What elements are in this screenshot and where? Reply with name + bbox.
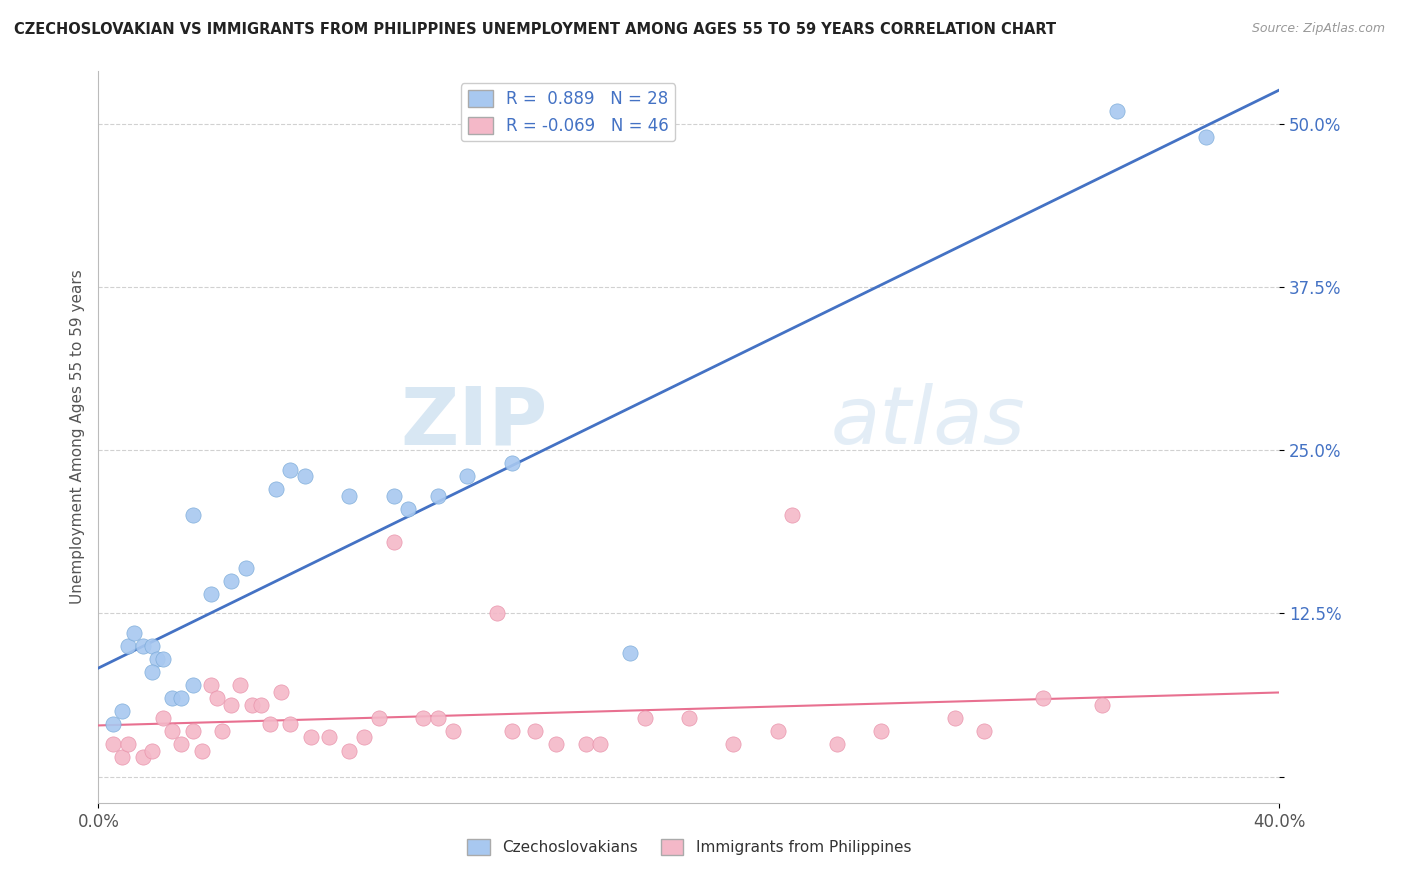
Point: [299, 731, 322, 745]
Point: [152, 711, 174, 725]
Text: Source: ZipAtlas.com: Source: ZipAtlas.com: [1251, 22, 1385, 36]
Text: atlas: atlas: [831, 384, 1025, 461]
Point: [141, 743, 163, 757]
Point: [240, 698, 263, 712]
Point: [205, 691, 228, 706]
Point: [280, 717, 302, 731]
Point: [782, 508, 804, 523]
Point: [294, 469, 316, 483]
Point: [1032, 691, 1054, 706]
Point: [117, 639, 139, 653]
Point: [398, 502, 420, 516]
Point: [103, 737, 125, 751]
Point: [1195, 129, 1218, 144]
Point: [162, 691, 183, 706]
Point: [619, 646, 641, 660]
Point: [141, 639, 163, 653]
Point: [723, 737, 745, 751]
Point: [501, 456, 523, 470]
Point: [501, 723, 523, 738]
Point: [200, 587, 222, 601]
Point: [353, 731, 375, 745]
Point: [486, 607, 509, 621]
Point: [1091, 698, 1114, 712]
Point: [973, 723, 995, 738]
Point: [546, 737, 568, 751]
Point: [678, 711, 700, 725]
Point: [162, 723, 183, 738]
Point: [235, 560, 257, 574]
Point: [943, 711, 966, 725]
Y-axis label: Unemployment Among Ages 55 to 59 years: Unemployment Among Ages 55 to 59 years: [69, 269, 84, 605]
Point: [589, 737, 612, 751]
Point: [280, 463, 302, 477]
Point: [270, 685, 292, 699]
Point: [318, 731, 340, 745]
Point: [111, 705, 134, 719]
Point: [575, 737, 598, 751]
Point: [457, 469, 479, 483]
Legend: Czechoslovakians, Immigrants from Philippines: Czechoslovakians, Immigrants from Philip…: [461, 833, 917, 861]
Point: [427, 489, 450, 503]
Point: [152, 652, 174, 666]
Point: [264, 483, 287, 497]
Point: [103, 717, 125, 731]
Point: [141, 665, 163, 680]
Point: [766, 723, 789, 738]
Point: [524, 723, 547, 738]
Point: [170, 691, 193, 706]
Point: [211, 723, 233, 738]
Point: [181, 723, 204, 738]
Point: [368, 711, 391, 725]
Point: [339, 743, 361, 757]
Point: [412, 711, 434, 725]
Point: [191, 743, 214, 757]
Text: CZECHOSLOVAKIAN VS IMMIGRANTS FROM PHILIPPINES UNEMPLOYMENT AMONG AGES 55 TO 59 : CZECHOSLOVAKIAN VS IMMIGRANTS FROM PHILI…: [14, 22, 1056, 37]
Point: [229, 678, 252, 692]
Point: [132, 639, 155, 653]
Point: [382, 489, 405, 503]
Point: [634, 711, 657, 725]
Point: [132, 750, 155, 764]
Point: [250, 698, 273, 712]
Point: [181, 678, 204, 692]
Point: [221, 698, 243, 712]
Point: [181, 508, 204, 523]
Point: [200, 678, 222, 692]
Point: [870, 723, 893, 738]
Point: [259, 717, 281, 731]
Point: [382, 534, 405, 549]
Point: [427, 711, 450, 725]
Point: [339, 489, 361, 503]
Point: [111, 750, 134, 764]
Point: [441, 723, 464, 738]
Point: [1107, 103, 1129, 118]
Point: [117, 737, 139, 751]
Point: [122, 626, 145, 640]
Point: [825, 737, 848, 751]
Point: [170, 737, 193, 751]
Text: ZIP: ZIP: [399, 384, 547, 461]
Point: [146, 652, 169, 666]
Point: [221, 574, 243, 588]
